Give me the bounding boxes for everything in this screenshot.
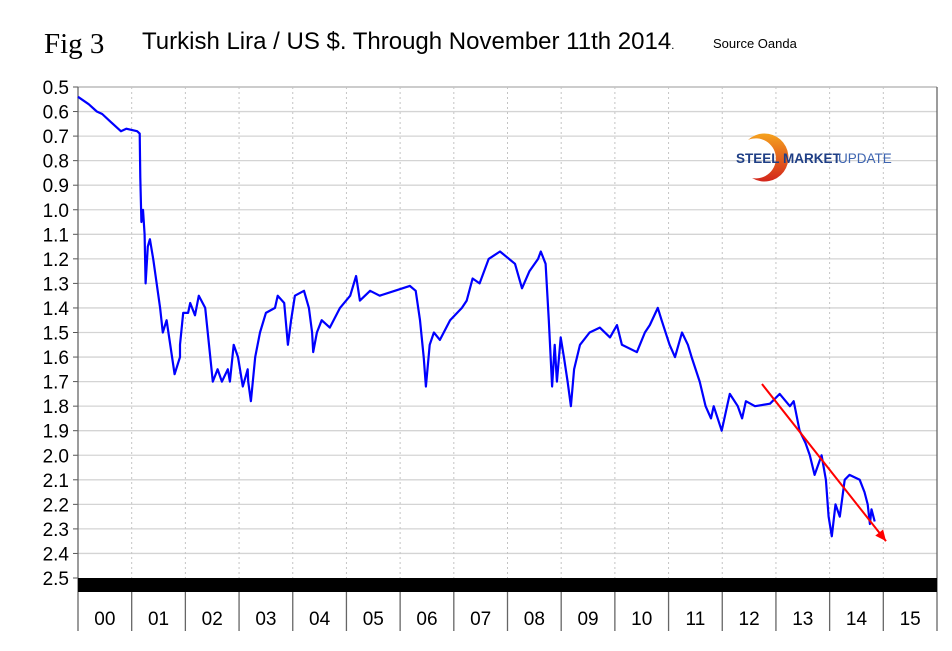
y-tick-label: 2.1 <box>43 471 69 492</box>
chart-title-text: Turkish Lira / US $. Through November 11… <box>142 28 672 55</box>
y-tick-label: 2.5 <box>43 569 69 590</box>
y-tick-label: 1.0 <box>43 201 69 222</box>
x-tick-label: 04 <box>309 609 331 630</box>
y-tick-label: 1.3 <box>43 274 69 295</box>
figure-label: Fig 3 <box>44 28 105 60</box>
y-tick-label: 0.6 <box>43 103 69 124</box>
x-tick-label: 09 <box>577 609 598 630</box>
x-tick-label: 03 <box>255 609 276 630</box>
x-tick-label: 14 <box>846 609 868 630</box>
y-tick-label: 1.6 <box>43 348 69 369</box>
y-tick-label: 1.7 <box>43 373 69 394</box>
y-tick-label: 2.4 <box>43 544 70 565</box>
y-tick-label: 2.3 <box>43 520 69 541</box>
y-tick-label: 2.0 <box>43 446 69 467</box>
y-tick-label: 0.9 <box>43 176 69 197</box>
x-tick-label: 01 <box>148 609 169 630</box>
logo-arc-icon <box>748 133 789 182</box>
y-tick-label: 0.7 <box>43 127 69 148</box>
x-tick-label: 15 <box>900 609 921 630</box>
grid <box>78 86 937 578</box>
chart-title-suffix: . <box>671 38 675 52</box>
y-tick-label: 2.2 <box>43 495 69 516</box>
x-tick-label: 05 <box>363 609 384 630</box>
logo-word-market: MARKET <box>783 151 841 166</box>
y-tick-label: 1.4 <box>43 299 70 320</box>
series-line-0 <box>77 95 876 538</box>
y-axis: 0.5 0.6 0.7 0.8 0.9 1.0 1.1 1.2 1.3 1.4 1.5 1.6 1.7 1… <box>43 78 938 631</box>
y-tick-label: 1.5 <box>43 324 69 345</box>
x-tick-label: 10 <box>631 609 652 630</box>
y-tick-label: 1.2 <box>43 250 69 271</box>
y-tick-label: 0.5 <box>43 78 69 99</box>
x-tick-label: 07 <box>470 609 491 630</box>
x-axis: 00 01 02 03 04 05 06 07 08 09 10 11 12 13 14 15 <box>78 578 937 631</box>
x-tick-label: 08 <box>524 609 545 630</box>
x-tick-label: 12 <box>739 609 760 630</box>
source-note: Source Oanda <box>713 36 797 51</box>
x-tick-label: 11 <box>686 609 706 630</box>
logo-word-update: UPDATE <box>838 151 892 166</box>
logo-word-steel: STEEL <box>736 151 780 166</box>
y-tick-label: 1.9 <box>43 422 69 443</box>
chart-title: Turkish Lira / US $. Through November 11… <box>142 28 675 56</box>
x-axis-band <box>78 578 937 592</box>
trend-arrow-head-icon <box>875 529 886 542</box>
y-tick-label: 1.1 <box>43 225 69 246</box>
series-layer <box>77 95 887 542</box>
y-tick-label: 0.8 <box>43 152 69 173</box>
x-tick-label: 06 <box>416 609 437 630</box>
x-tick-label: 00 <box>94 609 115 630</box>
y-tick-label: 1.8 <box>43 397 69 418</box>
trend-arrow-line <box>761 383 887 542</box>
x-tick-label: 02 <box>202 609 223 630</box>
steel-market-update-logo: STEEL MARKET UPDATE <box>736 133 892 182</box>
x-tick-label: 13 <box>792 609 813 630</box>
